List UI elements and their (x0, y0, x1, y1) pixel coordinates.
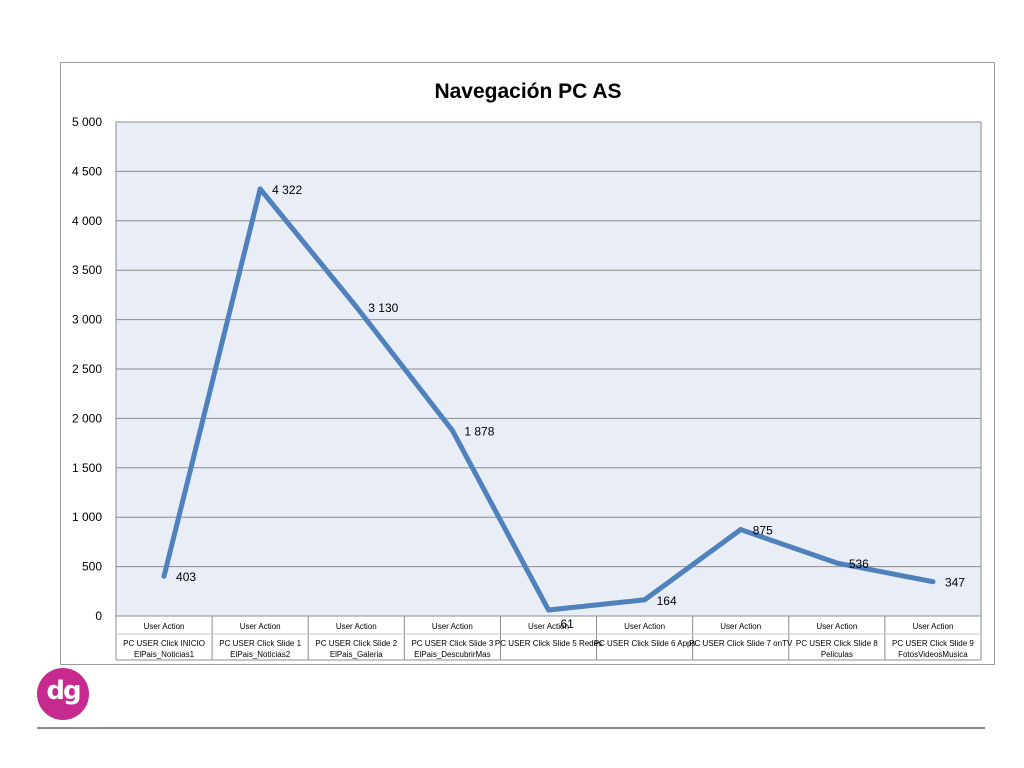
chart-title: Navegación PC AS (434, 80, 621, 103)
category-label-line1: PC USER Click Slide 3 (411, 639, 493, 648)
category-label-line2: ElPais_Noticias1 (134, 650, 195, 659)
data-point (353, 304, 359, 310)
category-group-label: User Action (240, 622, 281, 631)
category-label-line2: ElPais_Noticias2 (230, 650, 291, 659)
data-point (161, 573, 167, 579)
category-group-label: User Action (144, 622, 185, 631)
y-tick-label: 0 (95, 609, 102, 623)
category-group-label: User Action (816, 622, 857, 631)
data-label: 875 (753, 524, 773, 538)
category-label-line2: ElPais_Galeria (330, 650, 383, 659)
data-point (738, 527, 744, 533)
category-label-line1: PC USER Click Slide 9 (892, 639, 974, 648)
footer-divider (37, 727, 985, 729)
data-label: 3 130 (368, 301, 398, 315)
category-group-label: User Action (528, 622, 569, 631)
category-group-label: User Action (912, 622, 953, 631)
y-tick-label: 2 500 (72, 362, 102, 376)
category-label-line1: PC USER Click Slide 1 (219, 639, 301, 648)
data-point (546, 607, 551, 613)
data-label: 61 (561, 617, 575, 631)
data-point (834, 560, 840, 566)
dg-logo: dg (37, 668, 89, 720)
data-label: 4 322 (272, 183, 302, 197)
category-label-line1: PC USER Click Slide 6 Apps (594, 639, 696, 648)
y-tick-label: 1 500 (72, 461, 102, 475)
data-point (449, 427, 455, 433)
category-label-line1: PC USER Click Slide 5 Redes (495, 639, 602, 648)
data-label: 1 878 (464, 424, 494, 438)
y-tick-label: 4 000 (72, 214, 102, 228)
category-label-line2: ElPais_DescubrirMas (414, 650, 490, 659)
category-label-line1: PC USER Click INICIO (123, 639, 205, 648)
category-group-label: User Action (624, 622, 665, 631)
category-label-line2: Peliculas (821, 650, 853, 659)
chart-frame: Navegación PC AS 0 500 1 000 1 500 2 000 2 50… (60, 62, 995, 665)
y-tick-label: 3 000 (72, 313, 102, 327)
category-group-label: User Action (336, 622, 377, 631)
category-label-line1: PC USER Click Slide 7 onTV (689, 639, 793, 648)
logo-text: dg (46, 676, 81, 706)
y-tick-label: 4 500 (72, 164, 102, 178)
data-label: 164 (657, 594, 677, 608)
y-tick-label: 1 000 (72, 510, 102, 524)
y-tick-label: 3 500 (72, 263, 102, 277)
category-group-label: User Action (432, 622, 473, 631)
category-label-line1: PC USER Click Slide 8 (796, 639, 878, 648)
data-point (642, 597, 648, 603)
category-group-label: User Action (720, 622, 761, 631)
y-tick-label: 2 000 (72, 411, 102, 425)
line-chart: Navegación PC AS 0 500 1 000 1 500 2 000 2 50… (72, 80, 982, 661)
data-point (930, 579, 936, 585)
y-tick-label: 500 (82, 560, 102, 574)
y-tick-label: 5 000 (72, 115, 102, 129)
category-label-line2: FotosVideosMusica (898, 650, 968, 659)
data-label: 536 (849, 557, 869, 571)
category-label-line1: PC USER Click Slide 2 (315, 639, 397, 648)
data-point (257, 186, 263, 192)
data-label: 347 (945, 576, 965, 590)
data-label: 403 (176, 570, 196, 584)
